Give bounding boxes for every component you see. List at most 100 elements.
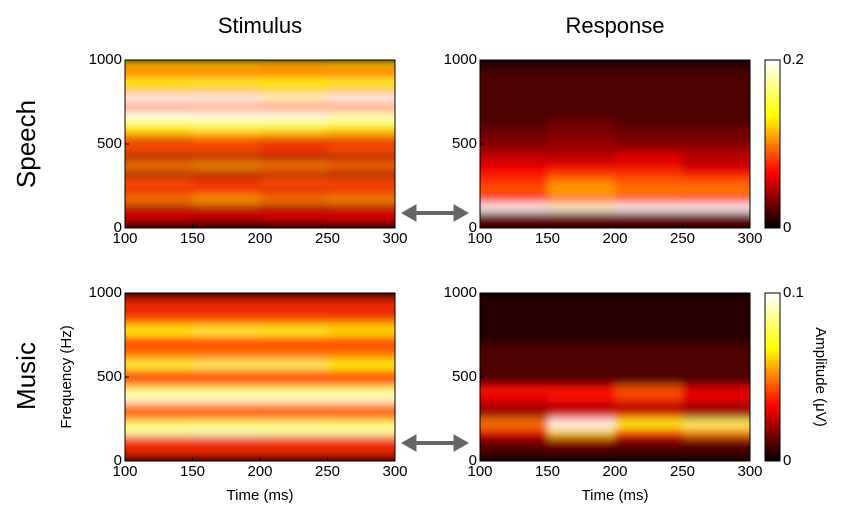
heatmap-cell <box>682 118 750 128</box>
heatmap-cell <box>682 186 750 195</box>
x-tick-label: 300 <box>382 463 407 480</box>
heatmap-cell <box>480 144 548 153</box>
heatmap-cell <box>682 360 750 370</box>
heatmap-cell <box>547 118 615 128</box>
row-title: Speech <box>11 100 41 188</box>
heatmap-cell <box>192 127 260 137</box>
heatmap-cell <box>260 118 328 128</box>
heatmap-cell <box>260 152 328 162</box>
y-tick-label: 0 <box>114 219 122 236</box>
x-tick-label: 200 <box>247 230 272 247</box>
y-tick-label: 0 <box>114 452 122 469</box>
y-tick-label: 0 <box>469 219 477 236</box>
heatmap-cell <box>125 110 193 120</box>
plot-area <box>125 60 395 228</box>
heatmap-cell <box>615 60 683 69</box>
heatmap-cell <box>682 76 750 86</box>
x-tick-label: 150 <box>535 463 560 480</box>
heatmap-cell <box>547 419 615 428</box>
row-title: Music <box>11 342 41 410</box>
heatmap-cell <box>192 301 260 311</box>
heatmap-cell <box>125 211 193 221</box>
heatmap-cell <box>125 385 193 395</box>
heatmap-cell <box>125 402 193 412</box>
heatmap-cell <box>192 60 260 69</box>
heatmap-cell <box>615 335 683 344</box>
heatmap-cell <box>547 435 615 445</box>
heatmap-cell <box>615 68 683 78</box>
heatmap-cell <box>125 326 193 336</box>
heatmap-cell <box>192 419 260 428</box>
y-tick-label: 500 <box>97 135 122 152</box>
heatmap-cell <box>125 152 193 162</box>
colorbar-tick-label: 0 <box>783 219 791 236</box>
heatmap-cell <box>260 202 328 212</box>
heatmap-cell <box>615 194 683 204</box>
heatmap-cell <box>192 318 260 328</box>
heatmap-cell <box>682 194 750 204</box>
heatmap-cell <box>192 211 260 221</box>
heatmap-cell <box>192 118 260 128</box>
heatmap-cell <box>192 152 260 162</box>
heatmap-cell <box>480 110 548 120</box>
x-tick-label: 100 <box>467 230 492 247</box>
heatmap-cell <box>480 335 548 344</box>
heatmap-cell <box>682 402 750 412</box>
y-tick-label: 0 <box>469 452 477 469</box>
heatmap-cell <box>682 293 750 302</box>
heatmap-cell <box>615 419 683 428</box>
y-tick-label: 500 <box>452 368 477 385</box>
x-tick-label: 200 <box>602 463 627 480</box>
heatmap-cell <box>615 118 683 128</box>
heatmap-cell <box>125 76 193 86</box>
x-tick-label: 150 <box>535 230 560 247</box>
heatmap-cell <box>260 360 328 370</box>
heatmap-cell <box>260 318 328 328</box>
heatmap-cell <box>547 93 615 103</box>
heatmap-cell <box>260 135 328 145</box>
heatmap-cell <box>547 385 615 395</box>
heatmap-cell <box>327 93 395 103</box>
heatmap-cell <box>192 410 260 420</box>
heatmap-cell <box>480 93 548 103</box>
heatmap-cell <box>682 219 750 228</box>
column-title: Response <box>565 13 664 38</box>
heatmap-cell <box>547 202 615 212</box>
heatmap-cell <box>327 68 395 78</box>
heatmap-cell <box>547 110 615 120</box>
heatmap-cell <box>547 186 615 195</box>
heatmap-cell <box>480 309 548 319</box>
heatmap-cell <box>192 144 260 153</box>
heatmap-cell <box>260 368 328 378</box>
heatmap-cell <box>327 410 395 420</box>
heatmap-cell <box>480 444 548 454</box>
heatmap-cell <box>682 85 750 95</box>
heatmap-cell <box>125 335 193 344</box>
heatmap-cell <box>615 152 683 162</box>
heatmap-cell <box>682 301 750 311</box>
heatmap-cell <box>682 435 750 445</box>
heatmap-cell <box>192 368 260 378</box>
heatmap-cell <box>615 169 683 179</box>
heatmap-cell <box>327 118 395 128</box>
heatmap-cell <box>615 293 683 302</box>
heatmap-cell <box>125 144 193 153</box>
heatmap-cell <box>125 127 193 137</box>
heatmap-cell <box>682 427 750 437</box>
heatmap-cell <box>547 60 615 69</box>
plot-area <box>480 293 750 461</box>
heatmap-cell <box>260 427 328 437</box>
y-tick-label: 500 <box>452 135 477 152</box>
heatmap-cell <box>480 219 548 228</box>
heatmap-cell <box>480 60 548 69</box>
heatmap-cell <box>547 427 615 437</box>
heatmap-cell <box>547 402 615 412</box>
x-tick-label: 150 <box>180 463 205 480</box>
heatmap <box>480 293 750 461</box>
colorbar <box>764 59 781 229</box>
heatmap-cell <box>260 351 328 361</box>
heatmap-cell <box>192 68 260 78</box>
heatmap-cell <box>547 393 615 403</box>
x-tick-label: 100 <box>112 463 137 480</box>
